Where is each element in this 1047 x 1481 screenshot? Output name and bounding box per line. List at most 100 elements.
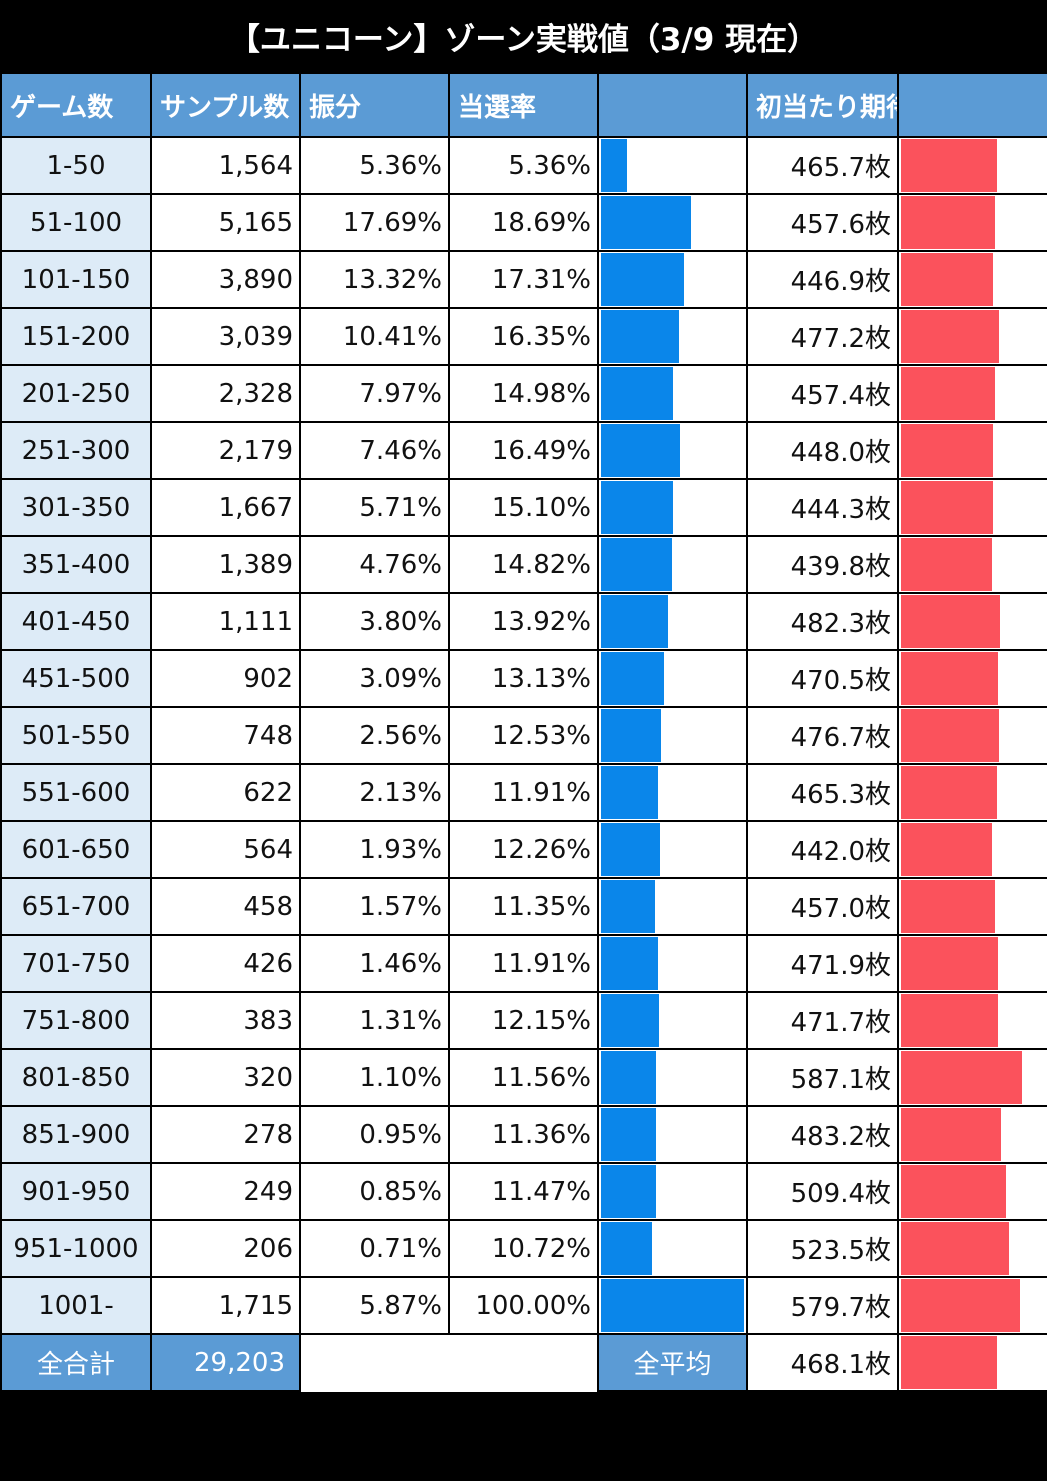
zone-cell: 401-450 (0, 592, 152, 651)
zone-cell: 851-900 (0, 1105, 152, 1164)
hit-bar (601, 424, 680, 477)
hit-bar (601, 367, 673, 420)
expect-bar-cell (897, 763, 1047, 822)
hit-cell: 15.10% (448, 478, 599, 537)
hit-bar-cell (597, 1162, 748, 1221)
zone-cell: 601-650 (0, 820, 152, 879)
zone-table: ゲーム数 サンプル数 振分 当選率 初当たり期待枚数 1-501,5645.36… (0, 72, 1047, 1392)
header-expect-bar (897, 72, 1047, 138)
hit-cell: 16.49% (448, 421, 599, 480)
sample-cell: 1,715 (150, 1276, 301, 1335)
expect-bar-cell (897, 592, 1047, 651)
expect-bar (901, 994, 998, 1047)
expect-bar-cell (897, 1219, 1047, 1278)
zone-cell: 801-850 (0, 1048, 152, 1107)
expect-bar (901, 595, 1000, 648)
hit-bar (601, 937, 658, 990)
header-hit: 当選率 (448, 72, 599, 138)
expect-cell: 444.3枚 (746, 478, 899, 537)
avg-expect: 468.1枚 (746, 1333, 899, 1392)
expect-bar (901, 139, 997, 192)
zone-cell: 951-1000 (0, 1219, 152, 1278)
hit-cell: 11.47% (448, 1162, 599, 1221)
sample-cell: 278 (150, 1105, 301, 1164)
hit-cell: 16.35% (448, 307, 599, 366)
expect-bar (901, 196, 995, 249)
chart-title: 【ユニコーン】ゾーン実戦値（3/9 現在） (0, 0, 1047, 72)
hit-bar (601, 481, 673, 534)
zone-cell: 301-350 (0, 478, 152, 537)
expect-bar-cell (897, 421, 1047, 480)
hit-bar-cell (597, 763, 748, 822)
table-row: 601-650 564 1.93% 12.26% 442.0枚 (0, 820, 1047, 879)
table-row: 201-250 2,328 7.97% 14.98% 457.4枚 (0, 364, 1047, 423)
hit-cell: 13.92% (448, 592, 599, 651)
share-cell: 1.46% (299, 934, 450, 993)
hit-bar (601, 1165, 656, 1218)
zone-cell: 901-950 (0, 1162, 152, 1221)
blank-cell (449, 1333, 598, 1391)
expect-bar (901, 823, 992, 876)
zone-cell: 1-50 (0, 136, 152, 195)
expect-cell: 465.7枚 (746, 136, 899, 195)
expect-cell: 483.2枚 (746, 1105, 899, 1164)
total-sample: 29,203 (150, 1333, 301, 1392)
share-cell: 1.10% (299, 1048, 450, 1107)
expect-cell: 457.0枚 (746, 877, 899, 936)
expect-cell: 587.1枚 (746, 1048, 899, 1107)
expect-cell: 457.6枚 (746, 193, 899, 252)
table-row: 351-400 1,389 4.76% 14.82% 439.8枚 (0, 535, 1047, 594)
table-row: 901-950 249 0.85% 11.47% 509.4枚 (0, 1162, 1047, 1221)
hit-cell: 11.56% (448, 1048, 599, 1107)
expect-cell: 439.8枚 (746, 535, 899, 594)
header-hit-bar (597, 72, 748, 138)
table-row: 501-550 748 2.56% 12.53% 476.7枚 (0, 706, 1047, 765)
hit-bar (601, 652, 664, 705)
share-cell: 0.85% (299, 1162, 450, 1221)
expect-bar-cell (897, 934, 1047, 993)
expect-bar (901, 1279, 1020, 1332)
zone-cell: 451-500 (0, 649, 152, 708)
avg-expect-bar (901, 1336, 997, 1389)
expect-cell: 470.5枚 (746, 649, 899, 708)
sample-cell: 383 (150, 991, 301, 1050)
zone-cell: 751-800 (0, 991, 152, 1050)
expect-bar (901, 538, 992, 591)
expect-cell: 446.9枚 (746, 250, 899, 309)
expect-cell: 471.7枚 (746, 991, 899, 1050)
hit-cell: 11.36% (448, 1105, 599, 1164)
table-row: 651-700 458 1.57% 11.35% 457.0枚 (0, 877, 1047, 936)
hit-cell: 14.82% (448, 535, 599, 594)
sample-cell: 902 (150, 649, 301, 708)
zone-cell: 501-550 (0, 706, 152, 765)
table-row: 1001- 1,715 5.87% 100.00% 579.7枚 (0, 1276, 1047, 1335)
expect-cell: 477.2枚 (746, 307, 899, 366)
expect-bar (901, 424, 993, 477)
expect-bar-cell (897, 250, 1047, 309)
hit-bar (601, 766, 658, 819)
hit-bar-cell (597, 535, 748, 594)
hit-bar-cell (597, 1048, 748, 1107)
table-row: 751-800 383 1.31% 12.15% 471.7枚 (0, 991, 1047, 1050)
header-sample: サンプル数 (150, 72, 301, 138)
hit-cell: 12.15% (448, 991, 599, 1050)
expect-bar-cell (897, 307, 1047, 366)
share-cell: 3.09% (299, 649, 450, 708)
hit-bar-cell (597, 649, 748, 708)
zone-cell: 201-250 (0, 364, 152, 423)
hit-bar-cell (597, 934, 748, 993)
hit-bar-cell (597, 364, 748, 423)
zone-cell: 551-600 (0, 763, 152, 822)
expect-bar (901, 880, 995, 933)
hit-cell: 11.91% (448, 934, 599, 993)
hit-bar (601, 1108, 656, 1161)
sample-cell: 1,564 (150, 136, 301, 195)
table-row: 1-50 1,564 5.36% 5.36% 465.7枚 (0, 136, 1047, 195)
expect-bar (901, 310, 999, 363)
hit-bar (601, 1279, 744, 1332)
hit-bar (601, 1222, 652, 1275)
hit-bar (601, 196, 691, 249)
totals-row: 全合計 29,203 全平均 468.1枚 (0, 1333, 1047, 1392)
hit-cell: 17.31% (448, 250, 599, 309)
zone-cell: 151-200 (0, 307, 152, 366)
